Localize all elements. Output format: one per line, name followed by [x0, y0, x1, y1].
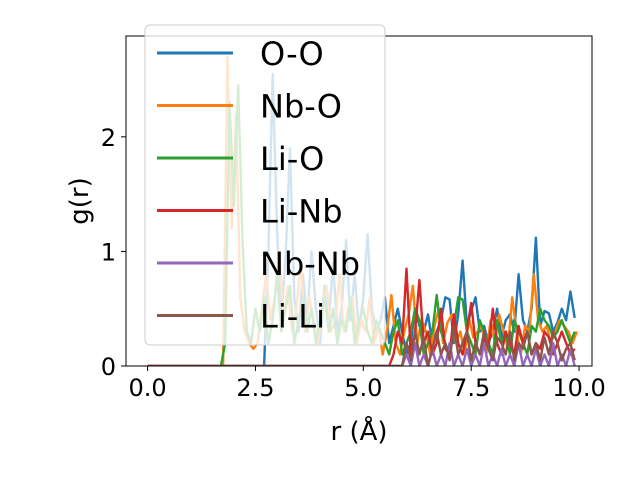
legend-label-1: Nb-O: [260, 88, 342, 126]
legend: O-O Nb-O Li-O Li-Nb Nb-Nb Li-Li: [144, 24, 386, 346]
x-axis-label: r (Å): [330, 415, 387, 447]
x-tick-label: 7.5: [452, 374, 490, 402]
y-tick-label: 1: [101, 238, 116, 266]
y-axis-label: g(r): [65, 177, 95, 224]
legend-label-3: Li-Nb: [260, 193, 343, 231]
x-tick-label: 5.0: [344, 374, 382, 402]
y-axis-ticks: 0 1 2: [101, 124, 126, 381]
x-tick-label: 10.0: [552, 374, 605, 402]
y-tick-label: 2: [101, 124, 116, 152]
y-tick-label: 0: [101, 353, 116, 381]
legend-label-0: O-O: [260, 35, 324, 73]
legend-label-5: Li-Li: [260, 298, 325, 336]
x-axis-ticks: 0.0 2.5 5.0 7.5 10.0: [128, 366, 606, 402]
legend-label-2: Li-O: [260, 140, 324, 178]
series-line-5: [147, 324, 576, 366]
x-tick-label: 2.5: [236, 374, 274, 402]
legend-label-4: Nb-Nb: [260, 245, 360, 283]
x-tick-label: 0.0: [128, 374, 166, 402]
